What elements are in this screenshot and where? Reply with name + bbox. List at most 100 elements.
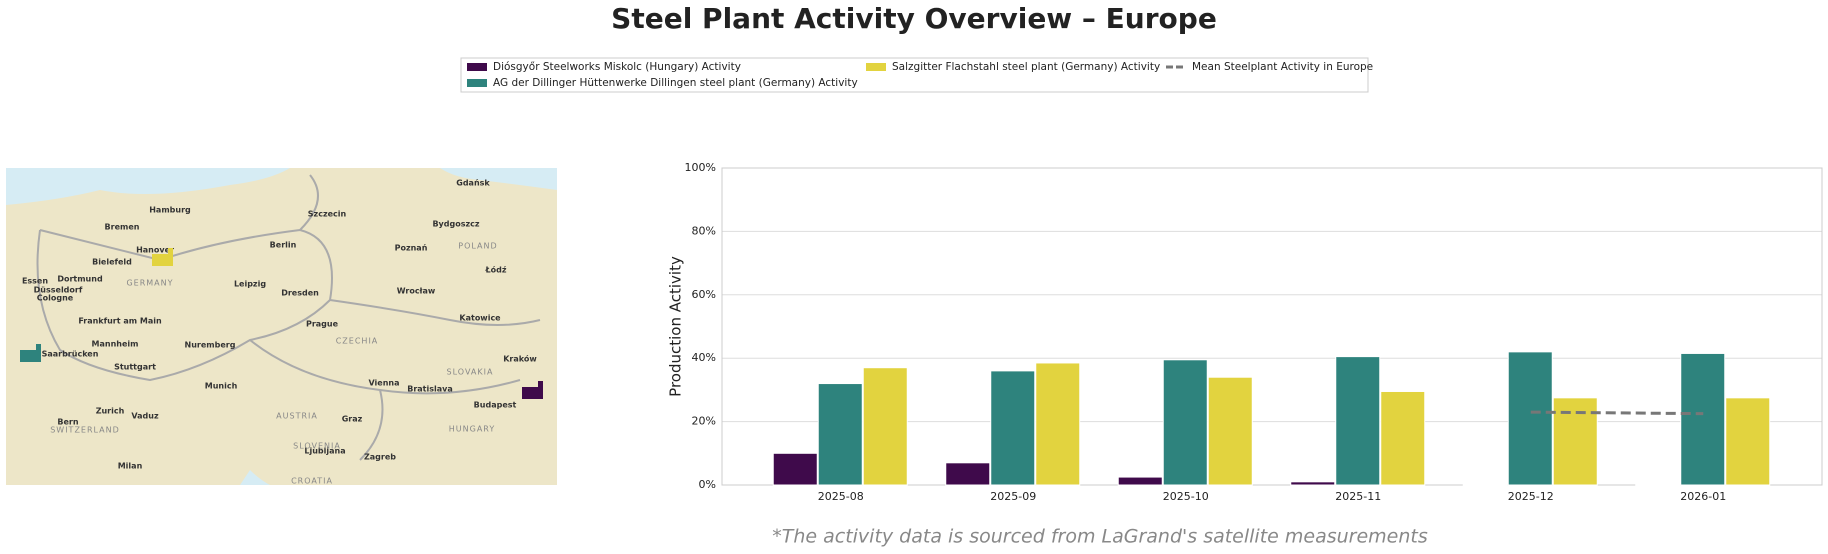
- y-tick-label: 100%: [685, 161, 716, 174]
- map-label: Hanover: [136, 246, 174, 255]
- plant-icon: [36, 344, 41, 362]
- bar: [1680, 352, 1726, 486]
- sea: [440, 168, 557, 190]
- map-country: SLOVENIA: [293, 442, 341, 451]
- map-label: Essen: [22, 277, 48, 286]
- border: [249, 174, 541, 461]
- legend-swatch: [467, 63, 487, 71]
- map-label: Poznań: [395, 244, 428, 253]
- plant-icon: [168, 248, 173, 266]
- map: Hamburg Bremen Hanover Berlin Bielefeld Dortm…: [6, 168, 557, 486]
- x-tick-label: 2025-08: [818, 490, 864, 503]
- map-label: Munich: [205, 382, 238, 391]
- map-label: Vienna: [368, 379, 399, 388]
- bar: [1207, 376, 1253, 486]
- bar: [1635, 483, 1681, 486]
- map-label: Budapest: [474, 401, 517, 410]
- map-label: Szczecin: [308, 210, 347, 219]
- y-tick-label: 40%: [692, 351, 716, 364]
- map-label: Bern: [57, 418, 78, 427]
- bar: [772, 452, 818, 486]
- y-tick-label: 0%: [699, 478, 716, 491]
- legend-box: [460, 57, 1369, 93]
- plant-icon: [20, 350, 36, 362]
- map-label: Łódź: [484, 265, 506, 275]
- bar: [1725, 397, 1771, 486]
- map-label: Bremen: [105, 223, 140, 232]
- y-tick-label: 60%: [692, 288, 716, 301]
- title: Steel Plant Activity Overview – Europe: [611, 2, 1217, 35]
- map-label: Stuttgart: [114, 363, 156, 372]
- map-label: Ljubljana: [304, 447, 345, 456]
- bar: [990, 370, 1036, 486]
- plant-icon: [538, 381, 543, 399]
- bar: [862, 367, 908, 486]
- bar: [1507, 351, 1553, 486]
- map-country: HUNGARY: [449, 425, 495, 434]
- y-tick-label: 80%: [692, 224, 716, 237]
- x-tick-label: 2026-01: [1680, 490, 1726, 503]
- map-label: Zurich: [96, 407, 125, 416]
- map-label: Graz: [342, 415, 363, 424]
- bar: [1380, 390, 1426, 486]
- map-label: Bielefeld: [92, 258, 132, 267]
- map-label: Dortmund: [57, 275, 103, 284]
- map-label: Düsseldorf: [34, 286, 83, 295]
- map-country: GERMANY: [126, 279, 173, 288]
- map-label: Vaduz: [131, 412, 159, 421]
- legend-label: Mean Steelplant Activity in Europe: [1192, 61, 1373, 73]
- map-label: Dresden: [281, 289, 319, 298]
- legend-label: Salzgitter Flachstahl steel plant (Germa…: [892, 61, 1160, 73]
- map-label: Leipzig: [234, 280, 266, 289]
- legend-swatch: [467, 79, 487, 87]
- map-label: Berlin: [270, 241, 297, 250]
- x-tick-label: 2025-09: [990, 490, 1036, 503]
- map-country: CROATIA: [291, 477, 333, 486]
- map-background: [6, 168, 557, 485]
- map-country: AUSTRIA: [276, 412, 318, 421]
- map-country: CZECHIA: [336, 337, 379, 346]
- map-label: Wrocław: [397, 287, 436, 296]
- map-label: Mannheim: [92, 340, 139, 349]
- sea: [6, 168, 290, 205]
- map-label: Kraków: [503, 354, 537, 364]
- bar: [1117, 476, 1163, 486]
- bar: [817, 383, 863, 486]
- footnote: *The activity data is sourced from LaGra…: [772, 526, 1428, 548]
- map-label: Saarbrücken: [42, 350, 99, 359]
- legend-label: Diósgyőr Steelworks Miskolc (Hungary) Ac…: [493, 61, 741, 73]
- x-tick-label: 2025-12: [1508, 490, 1554, 503]
- map-label: Zagreb: [364, 453, 396, 462]
- legend-label: AG der Dillinger Hüttenwerke Dillingen s…: [493, 77, 858, 89]
- mean-line: [1530, 410, 1704, 416]
- bar: [1552, 397, 1598, 486]
- map-label: Bydgoszcz: [432, 220, 479, 229]
- bar: [1462, 483, 1508, 486]
- map-label: Hamburg: [149, 206, 191, 215]
- x-tick-label: 2025-10: [1163, 490, 1209, 503]
- bar: [1335, 356, 1381, 486]
- y-tick-label: 20%: [692, 415, 716, 428]
- map-label: Katowice: [459, 314, 501, 323]
- plot-frame: [721, 167, 1823, 486]
- bar: [1290, 481, 1336, 486]
- map-country: SLOVAKIA: [447, 368, 494, 377]
- map-country: SWITZERLAND: [50, 426, 120, 435]
- y-axis-label: Production Activity: [667, 256, 685, 397]
- map-label: Nuremberg: [185, 341, 236, 350]
- map-label: Milan: [118, 462, 143, 471]
- map-label: Frankfurt am Main: [78, 317, 162, 326]
- map-country: POLAND: [458, 242, 497, 251]
- plant-icon: [522, 387, 538, 399]
- sea: [240, 470, 270, 485]
- bar: [1035, 362, 1081, 486]
- map-label: Cologne: [37, 294, 74, 303]
- map-label: Bratislava: [407, 385, 453, 394]
- map-label: Gdańsk: [456, 179, 490, 188]
- legend-swatch: [866, 63, 886, 71]
- bar: [1162, 359, 1208, 486]
- x-tick-label: 2025-11: [1335, 490, 1381, 503]
- plant-icon: [152, 254, 168, 266]
- bar: [945, 462, 991, 486]
